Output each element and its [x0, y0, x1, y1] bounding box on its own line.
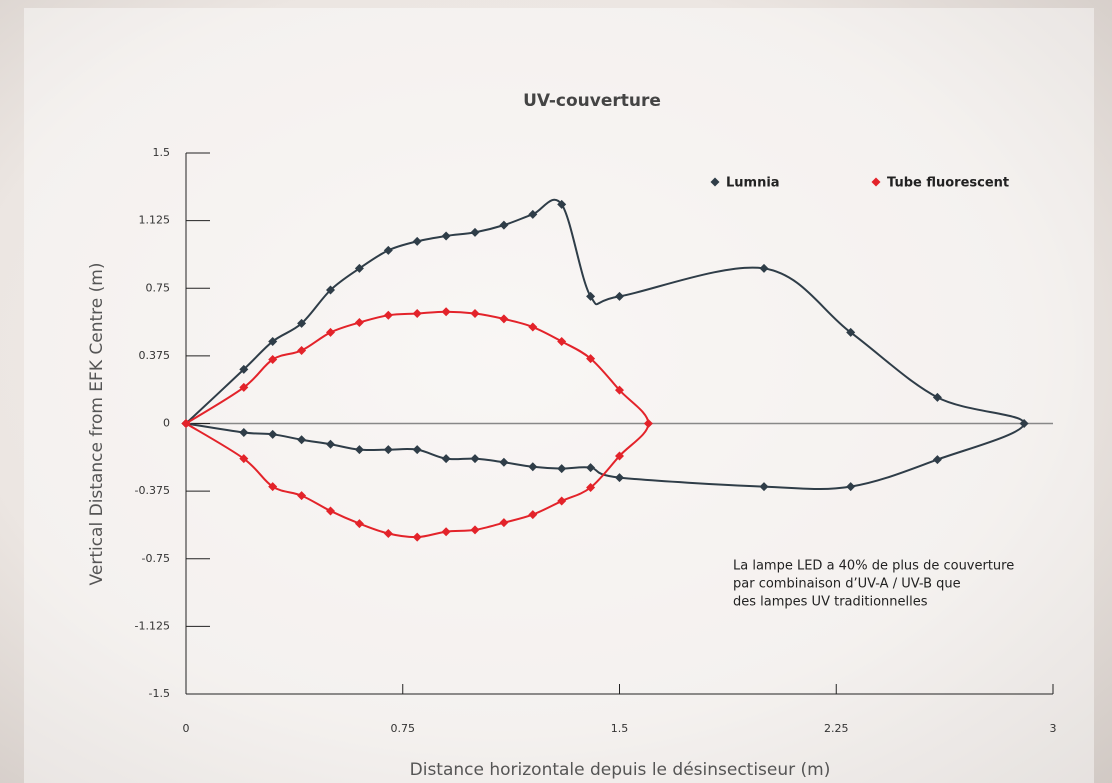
annotation: La lampe LED a 40% de plus de couverture: [733, 559, 1014, 574]
point: [1019, 419, 1029, 428]
legend-label: Tube fluorescent: [887, 176, 1009, 191]
point: [557, 464, 567, 474]
x-tick-label: 2.25: [824, 722, 849, 735]
point: [932, 455, 942, 465]
point: [846, 327, 856, 337]
point: [441, 231, 451, 241]
legend-marker: [710, 177, 720, 187]
y-tick-label: -1.5: [149, 687, 170, 700]
point: [383, 445, 393, 455]
point: [268, 354, 278, 364]
point: [470, 454, 480, 464]
point: [326, 285, 335, 295]
point: [528, 510, 538, 520]
point: [557, 199, 567, 209]
point: [297, 345, 307, 355]
point: [586, 354, 596, 364]
point: [268, 482, 278, 492]
annotation: des lampes UV traditionnelles: [733, 595, 928, 610]
point: [268, 336, 278, 346]
point: [326, 506, 335, 516]
x-tick-label: 0.75: [391, 722, 416, 735]
point: [586, 291, 596, 301]
y-tick-label: 0.375: [139, 349, 171, 362]
point: [383, 245, 393, 255]
panel: [24, 8, 1094, 783]
point: [441, 527, 451, 537]
x-axis-title: Distance horizontale depuis le désinsect…: [410, 760, 831, 780]
x-tick-label: 3: [1050, 722, 1057, 735]
point: [470, 227, 480, 237]
point: [528, 209, 538, 219]
point: [383, 529, 393, 539]
point: [528, 462, 538, 472]
point: [643, 419, 653, 428]
point: [181, 419, 191, 428]
point: [932, 392, 942, 402]
y-tick-label: -1.125: [135, 619, 170, 632]
point: [528, 322, 538, 332]
point: [759, 263, 769, 273]
chart-title: UV-couverture: [523, 91, 661, 111]
point: [412, 532, 422, 542]
legend-label: Lumnia: [726, 176, 780, 191]
point: [412, 308, 422, 318]
point: [412, 445, 422, 455]
point: [441, 307, 451, 317]
point: [470, 308, 480, 318]
point: [326, 439, 335, 449]
legend-marker: [871, 177, 881, 187]
point: [615, 473, 624, 483]
point: [759, 482, 769, 492]
point: [615, 385, 624, 395]
y-tick-label: -0.375: [135, 484, 170, 497]
point: [586, 463, 596, 473]
point: [615, 291, 624, 301]
series-line: [185, 198, 1026, 490]
point: [412, 236, 422, 246]
point: [586, 483, 596, 493]
point: [354, 519, 364, 529]
y-tick-label: 0: [163, 417, 170, 430]
point: [499, 220, 509, 230]
x-tick-label: 1.5: [611, 722, 629, 735]
point: [239, 382, 249, 392]
annotation: par combinaison d’UV-A / UV-B que: [733, 577, 961, 592]
point: [354, 318, 364, 328]
point: [354, 445, 364, 455]
point: [239, 428, 249, 438]
point: [557, 496, 567, 506]
point: [470, 525, 480, 535]
point: [326, 327, 335, 337]
point: [354, 263, 364, 273]
point: [268, 429, 278, 439]
point: [499, 314, 509, 324]
point: [297, 318, 307, 328]
point: [499, 518, 509, 528]
point: [441, 454, 451, 464]
y-tick-label: -0.75: [142, 552, 170, 565]
y-tick-label: 1.125: [139, 214, 171, 227]
point: [499, 457, 509, 467]
point: [297, 491, 307, 501]
point: [239, 454, 249, 464]
point: [846, 482, 856, 492]
point: [297, 435, 307, 445]
point: [239, 364, 249, 374]
y-tick-label: 1.5: [153, 146, 171, 159]
x-tick-label: 0: [183, 722, 190, 735]
y-tick-label: 0.75: [146, 281, 171, 294]
point: [615, 451, 624, 461]
y-axis-title: Vertical Distance from EFK Centre (m): [87, 263, 107, 586]
point: [383, 310, 393, 320]
point: [557, 336, 567, 346]
